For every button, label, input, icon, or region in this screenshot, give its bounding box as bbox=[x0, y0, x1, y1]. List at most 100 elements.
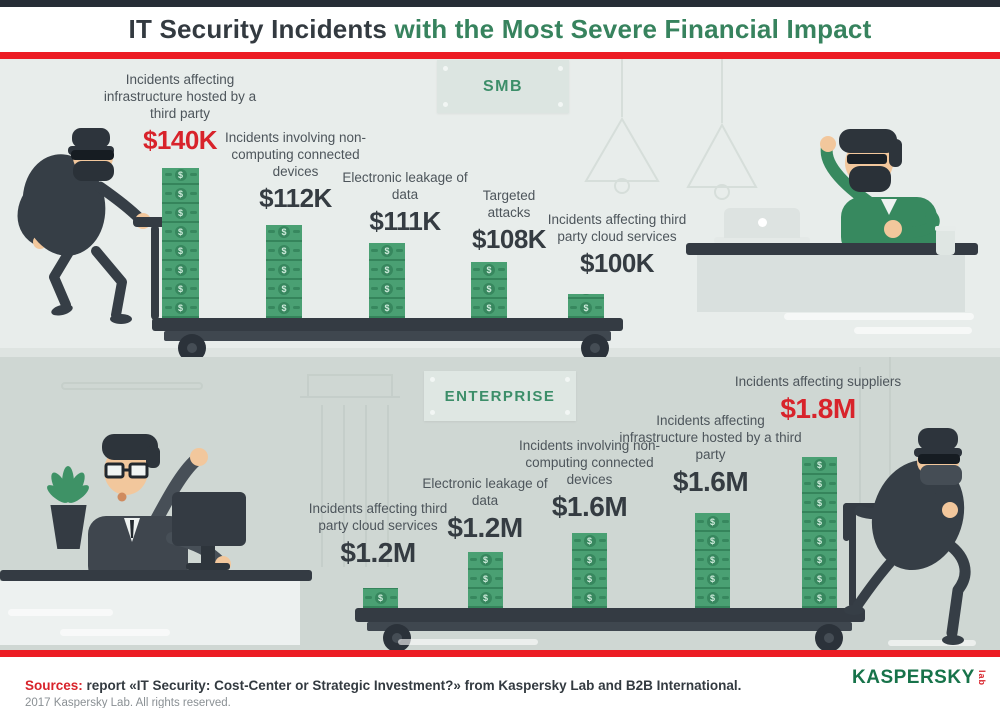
smb-desk-top bbox=[686, 243, 978, 255]
bar-value: $1.6M bbox=[551, 491, 628, 522]
ent-desk-top bbox=[0, 570, 312, 581]
bar-label: Incidents affecting infrastructure hoste… bbox=[103, 72, 257, 121]
money-stack-ent-1: $$ bbox=[363, 588, 398, 608]
ent-cart-platform bbox=[355, 608, 865, 622]
smb-sign-label: SMB bbox=[482, 77, 524, 95]
thief-body bbox=[17, 128, 151, 324]
laptop-icon bbox=[724, 208, 800, 238]
ent-bar-note-3: Incidents involving non-computing connec… bbox=[502, 437, 677, 523]
laptop-base bbox=[714, 237, 810, 244]
floor-line bbox=[854, 327, 972, 334]
thief-body bbox=[844, 428, 971, 645]
bar-label: Incidents affecting suppliers bbox=[734, 374, 902, 389]
bar-label: Electronic leakage of data bbox=[422, 476, 548, 508]
monitor-stand bbox=[201, 546, 215, 563]
smb-bar-note-2: Incidents involving non-computing connec… bbox=[208, 129, 383, 214]
kaspersky-logo: KASPERSKY lab bbox=[852, 667, 987, 689]
screw-icon bbox=[443, 66, 448, 71]
screw-icon bbox=[430, 377, 435, 382]
red-divider-top bbox=[0, 52, 1000, 59]
bar-value: $108K bbox=[471, 224, 547, 254]
ent-bar-note-5: Incidents affecting suppliers $1.8M bbox=[733, 373, 903, 425]
cart-handle-post bbox=[849, 507, 856, 608]
screw-icon bbox=[558, 102, 563, 107]
enterprise-sign: ENTERPRISE bbox=[424, 371, 576, 421]
bar-value: $140K bbox=[142, 125, 218, 155]
worker-body bbox=[820, 129, 940, 257]
cart-handle-grip bbox=[133, 217, 179, 227]
bar-value: $111K bbox=[369, 206, 441, 236]
pendant-lamps-decor bbox=[584, 59, 758, 200]
laptop-logo-dot bbox=[758, 218, 767, 227]
bar-value: $112K bbox=[259, 183, 332, 213]
smb-floor bbox=[0, 348, 1000, 357]
bar-label: Targeted attacks bbox=[482, 188, 536, 220]
smb-bar-note-1: Incidents affecting infrastructure hoste… bbox=[95, 71, 265, 156]
ent-bar-note-2: Electronic leakage of data $1.2M bbox=[415, 475, 555, 544]
smb-cart-platform-lower bbox=[164, 331, 611, 341]
footer: Sources: report «IT Security: Cost-Cente… bbox=[0, 657, 1000, 708]
floor-line bbox=[784, 313, 974, 320]
plant-pot bbox=[50, 505, 87, 549]
sources-line: Sources: report «IT Security: Cost-Cente… bbox=[25, 678, 741, 693]
plant-icon bbox=[47, 466, 89, 503]
floor-line bbox=[888, 640, 976, 646]
money-stack-smb-1: $ $ $ $ $ $ $ $ bbox=[162, 168, 199, 318]
bar-value: $1.8M bbox=[780, 393, 856, 424]
monitor-icon bbox=[172, 492, 246, 546]
smb-desk-front bbox=[697, 255, 965, 312]
sources-label: Sources: bbox=[25, 677, 83, 693]
smb-section: SMB bbox=[0, 59, 1000, 357]
bar-value: $1.2M bbox=[447, 512, 523, 543]
cart-wheel bbox=[178, 334, 206, 357]
screw-icon bbox=[565, 410, 570, 415]
screw-icon bbox=[430, 410, 435, 415]
coffee-cup-icon bbox=[935, 226, 956, 255]
smb-bar-note-5: Incidents affecting third party cloud se… bbox=[537, 211, 697, 279]
bar-value: $1.6M bbox=[672, 466, 749, 497]
money-stack-smb-5: $$ bbox=[568, 294, 604, 318]
screw-icon bbox=[565, 377, 570, 382]
ent-cart-platform-lower bbox=[367, 622, 852, 631]
screw-icon bbox=[443, 102, 448, 107]
thief-illustration bbox=[17, 128, 151, 324]
bar-label: Incidents affecting third party cloud se… bbox=[547, 212, 687, 244]
money-stack-ent-5: $ $ $ $ $ $ $ $ bbox=[802, 457, 837, 608]
bar-value: $100K bbox=[579, 248, 655, 278]
screw-icon bbox=[558, 66, 563, 71]
smb-bar-note-3: Electronic leakage of data $111K bbox=[335, 169, 475, 237]
cart-wheel bbox=[581, 334, 609, 357]
bar-label: Incidents affecting third party cloud se… bbox=[308, 501, 448, 533]
smb-sign: SMB bbox=[437, 60, 569, 113]
kaspersky-wordmark: KASPERSKY bbox=[852, 667, 975, 688]
red-divider-bottom bbox=[0, 650, 1000, 657]
bar-label: Electronic leakage of data bbox=[342, 170, 468, 202]
enterprise-section: ENTERPRISE bbox=[0, 357, 1000, 650]
thief-illustration bbox=[844, 428, 971, 645]
floor-line bbox=[60, 629, 170, 636]
smb-cart-platform bbox=[152, 318, 623, 331]
smb-bar-note-4: Targeted attacks $108K bbox=[464, 187, 554, 255]
page-title: IT Security Incidents with the Most Seve… bbox=[129, 14, 872, 45]
enterprise-sign-label: ENTERPRISE bbox=[444, 387, 556, 405]
header: IT Security Incidents with the Most Seve… bbox=[0, 7, 1000, 52]
bar-label: Incidents involving non-computing connec… bbox=[518, 438, 661, 487]
cart-handle-post bbox=[151, 225, 159, 320]
bar-label: Incidents affecting infrastructure hoste… bbox=[619, 413, 802, 462]
ent-bar-note-4: Incidents affecting infrastructure hoste… bbox=[618, 412, 803, 498]
sources-text: report «IT Security: Cost-Center or Stra… bbox=[82, 677, 742, 693]
kaspersky-lab-mark: lab bbox=[976, 669, 987, 686]
top-border bbox=[0, 0, 1000, 7]
office-worker-illustration bbox=[820, 129, 940, 257]
bar-label: Incidents involving non-computing connec… bbox=[224, 130, 367, 179]
title-green: with the Most Severe Financial Impact bbox=[394, 14, 872, 44]
cart-handle-grip bbox=[843, 503, 901, 512]
money-stack-ent-2: $ $ $ bbox=[468, 552, 503, 608]
money-stack-ent-3: $ $ $ $ bbox=[572, 533, 607, 608]
floor-line bbox=[8, 609, 113, 616]
copyright-text: 2017 Kaspersky Lab. All rights reserved. bbox=[25, 696, 231, 708]
ent-bar-note-1: Incidents affecting third party cloud se… bbox=[298, 500, 458, 569]
building-outline-decor bbox=[61, 357, 891, 567]
cart-handle-elbow bbox=[843, 503, 850, 541]
